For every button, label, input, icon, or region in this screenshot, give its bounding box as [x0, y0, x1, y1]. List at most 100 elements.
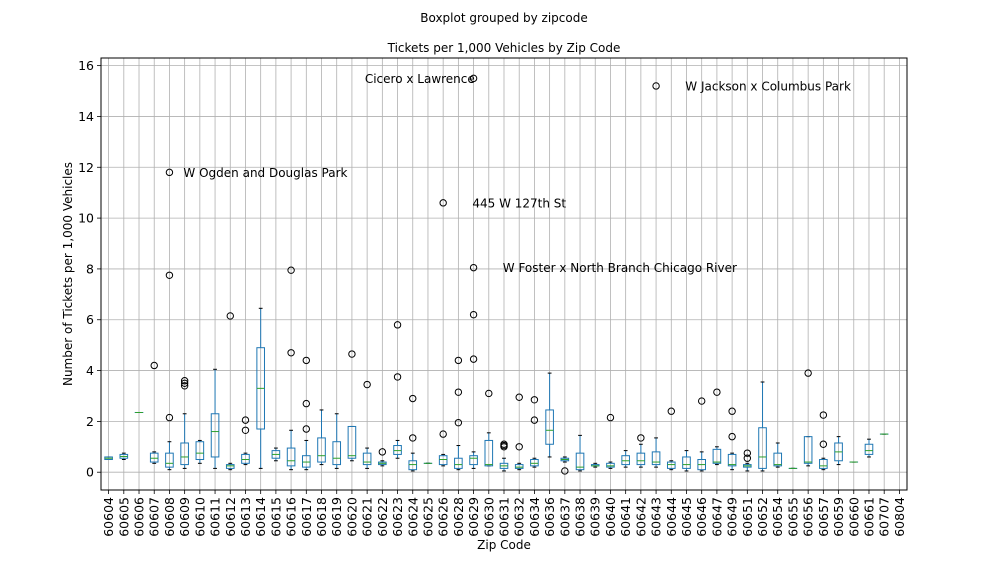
- box-60642: [636, 434, 646, 468]
- x-tick-label: 60645: [679, 497, 694, 537]
- outlier-point: [530, 396, 539, 404]
- outlier-point: [226, 312, 234, 320]
- box-60629: [469, 74, 478, 469]
- box-iqr: [225, 464, 235, 469]
- y-axis-label: Number of Tickets per 1,000 Vehicles: [61, 162, 75, 386]
- x-tick-label: 60609: [177, 497, 192, 537]
- outlier-point: [439, 199, 447, 207]
- x-tick-label: 60646: [694, 497, 709, 537]
- grid-lines: [101, 58, 907, 490]
- y-tick-label: 14: [78, 109, 94, 124]
- outlier-point: [393, 373, 402, 381]
- box-iqr: [606, 462, 615, 468]
- outlier-point: [819, 411, 828, 419]
- y-tick-label: 0: [86, 465, 94, 480]
- outlier-annotation: W Ogden and Douglas Park: [183, 166, 347, 180]
- outlier-point: [652, 82, 660, 90]
- box-60612: [225, 312, 235, 471]
- outlier-point: [728, 407, 736, 415]
- box-iqr: [180, 442, 189, 466]
- outlier-annotation: 445 W 127th St: [472, 196, 566, 210]
- box-iqr: [545, 409, 554, 445]
- box-iqr: [758, 427, 767, 469]
- box-60608: [165, 168, 174, 471]
- box-iqr: [682, 456, 691, 469]
- outlier-point: [180, 382, 189, 390]
- outlier-annotation: W Foster x North Branch Chicago River: [503, 261, 737, 275]
- x-axis-ticks: 60604 60605 60606 60607 60608 60609 60610 60611…: [101, 490, 907, 537]
- x-tick-label: 60611: [208, 497, 223, 537]
- y-tick-label: 16: [78, 58, 94, 73]
- x-tick-label: 60623: [390, 497, 405, 537]
- x-tick-label: 60606: [132, 497, 147, 537]
- box-60616: [286, 266, 296, 471]
- box-60636: [545, 372, 554, 458]
- outlier-point: [728, 432, 736, 441]
- box-iqr: [621, 455, 630, 466]
- outlier-point: [515, 443, 523, 451]
- box-iqr: [210, 413, 220, 458]
- x-tick-label: 60661: [861, 497, 876, 537]
- box-60632: [514, 393, 524, 471]
- box-iqr: [514, 464, 524, 469]
- box-series: [104, 74, 889, 475]
- box-60631: [499, 440, 509, 472]
- box-iqr: [393, 445, 402, 455]
- box-60628: [454, 356, 463, 471]
- x-tick-label: 60615: [268, 497, 283, 537]
- box-iqr: [408, 460, 418, 471]
- outlier-point: [302, 356, 311, 365]
- box-60634: [530, 396, 539, 468]
- x-tick-label: 60638: [573, 497, 588, 537]
- outlier-point: [348, 350, 356, 358]
- outlier-point: [454, 356, 463, 365]
- x-tick-label: 60804: [892, 497, 907, 537]
- box-iqr: [149, 452, 159, 463]
- y-tick-label: 6: [86, 312, 94, 327]
- outlier-point: [241, 416, 250, 424]
- x-tick-label: 60632: [512, 497, 527, 537]
- x-tick-label: 60640: [603, 497, 618, 537]
- box-60607: [149, 361, 159, 464]
- annotations: Cicero x Lawrence W Jackson x Columbus Pa…: [183, 72, 851, 275]
- box-60613: [241, 416, 250, 466]
- x-tick-label: 60626: [436, 497, 451, 537]
- x-tick-label: 60612: [223, 497, 238, 537]
- outlier-point: [743, 454, 752, 462]
- box-60646: [697, 397, 707, 472]
- box-60609: [180, 377, 189, 469]
- box-iqr: [332, 441, 342, 466]
- x-tick-label: 60660: [846, 497, 861, 537]
- box-iqr: [712, 448, 722, 464]
- x-tick-label: 60624: [405, 497, 420, 537]
- box-60640: [606, 413, 615, 469]
- box-60637: [560, 456, 570, 475]
- box-iqr: [286, 447, 296, 467]
- y-tick-label: 12: [78, 160, 94, 175]
- outlier-annotation: Cicero x Lawrence: [365, 72, 475, 86]
- outlier-point: [409, 434, 417, 442]
- box-iqr: [362, 452, 372, 466]
- box-60641: [621, 450, 630, 468]
- box-60654: [773, 442, 783, 468]
- x-tick-label: 60657: [816, 497, 831, 537]
- x-tick-label: 60605: [116, 497, 131, 537]
- chart-suptitle: Boxplot grouped by zipcode: [420, 11, 588, 25]
- x-tick-label: 60607: [147, 497, 162, 537]
- y-axis-ticks: 0 2 4 6 8 10 12 14 16: [78, 58, 101, 480]
- x-tick-label: 60634: [527, 497, 542, 537]
- outlier-point: [469, 263, 478, 272]
- outlier-point: [180, 379, 189, 387]
- x-tick-label: 60643: [649, 497, 664, 537]
- outlier-point: [469, 74, 478, 83]
- x-tick-label: 60622: [375, 497, 390, 537]
- box-60643: [651, 82, 661, 468]
- outlier-point: [804, 369, 812, 377]
- box-iqr: [302, 455, 311, 468]
- outlier-point: [469, 310, 478, 319]
- outlier-point: [439, 430, 447, 438]
- box-60624: [408, 394, 418, 472]
- x-tick-label: 60628: [451, 497, 466, 537]
- box-iqr: [636, 452, 646, 466]
- box-60638: [575, 434, 585, 472]
